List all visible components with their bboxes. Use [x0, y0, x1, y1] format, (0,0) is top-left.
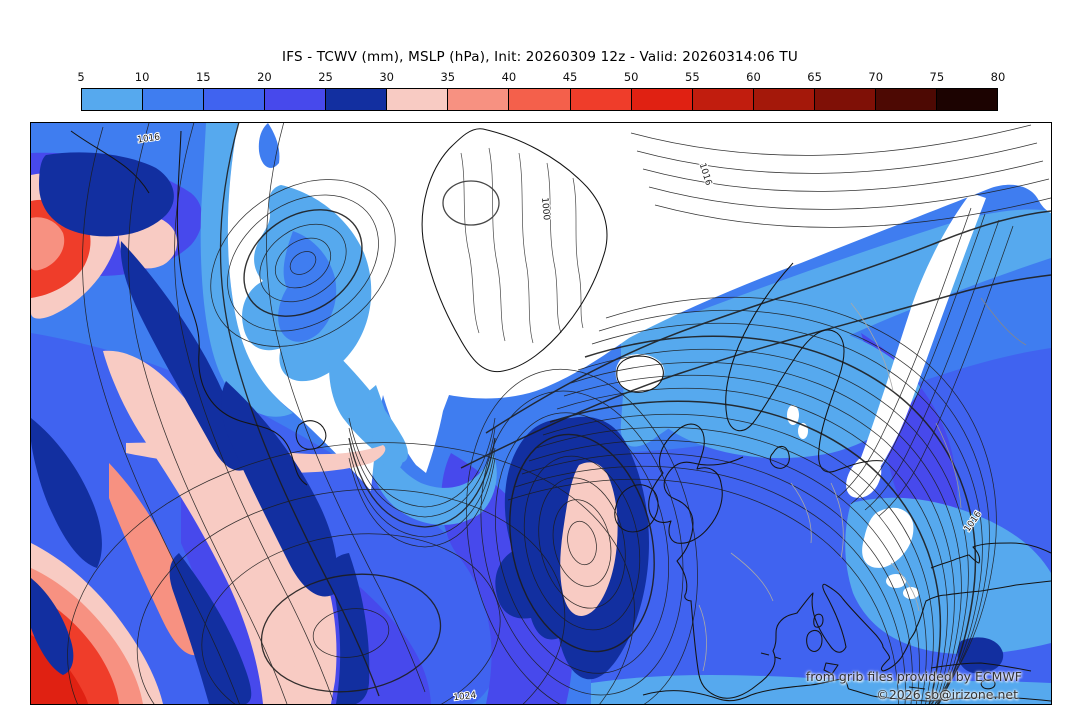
left-salmon-core [31, 217, 65, 271]
colorbar-segment [387, 89, 449, 110]
colorbar-tick: 30 [379, 70, 394, 84]
scandinavia-coast [725, 262, 884, 473]
sardinia [806, 630, 823, 652]
colorbar-segment [753, 89, 815, 110]
colorbar [81, 88, 998, 111]
navy-strand-southwest [169, 553, 252, 704]
colorbar-tick: 35 [440, 70, 456, 84]
colorbar-tick: 25 [318, 70, 333, 84]
boundary-thick-isobar-2 [460, 274, 1051, 469]
colorbar-tick: 10 [134, 70, 150, 84]
colorbar-segment [448, 89, 510, 110]
colorbar-tick: 20 [257, 70, 272, 84]
navy-filament-a [120, 241, 249, 471]
colorbar-tick: 60 [746, 70, 761, 84]
colorbar-segment [143, 89, 205, 110]
sicily [823, 662, 839, 675]
colorbar-segment [936, 89, 997, 110]
se-white-wedge [856, 193, 986, 487]
map-area: 1016 1000 1016 1016 1024 [30, 122, 1052, 705]
attribution-copyright: ©2026 sb@irizone.net [876, 687, 1018, 702]
colorbar-tick: 75 [929, 70, 945, 84]
isobar-label: 1016 [137, 132, 161, 145]
azores-high-rings [67, 442, 635, 704]
europe-mainland-coast [663, 456, 1051, 699]
blacksea-north-coast [930, 542, 1051, 569]
colorbar-tick: 40 [501, 70, 517, 84]
colorbar-segment [814, 89, 876, 110]
mslp-contour-layer [67, 123, 1051, 704]
turkey-south-coast [930, 662, 1032, 672]
isobar-label: 1024 [453, 691, 477, 703]
balearics [760, 652, 782, 660]
navy-topleft-blob [39, 152, 174, 237]
africa-coast-light [591, 675, 1051, 704]
colorbar-segment [875, 89, 937, 110]
greenland-terrain-isobars [442, 147, 584, 344]
crete [908, 686, 926, 690]
navy-west-strand-2 [31, 578, 74, 675]
colorbar-segment [82, 89, 144, 110]
se-white-patch-4 [903, 587, 919, 599]
colorbar-tick: 70 [868, 70, 884, 84]
iberia-low-rings [466, 368, 698, 704]
labrador-low-rings [210, 179, 396, 347]
colorbar-segment [265, 89, 327, 110]
africa-coast [642, 678, 1051, 702]
arctic-white-region [227, 123, 1051, 491]
colorbar-tick: 55 [685, 70, 700, 84]
tongue-fringe-light [361, 393, 497, 525]
iceland-coast [616, 355, 664, 393]
colorbar-tick: 15 [195, 70, 211, 84]
country-border-layer [698, 297, 1027, 672]
colorbar-tick: 50 [623, 70, 639, 84]
pink-band-2 [233, 453, 337, 704]
colorbar-segment [509, 89, 571, 110]
britain-coast [648, 423, 723, 544]
colorbar-segment [570, 89, 632, 110]
newfoundland [295, 420, 327, 450]
colorbar-segment [204, 89, 266, 110]
colorbar-segment [692, 89, 754, 110]
navy-west-strand-1 [31, 418, 102, 568]
greenland-coast [421, 128, 608, 373]
colorbar-tick: 5 [77, 70, 85, 84]
colorbar-tick: 45 [562, 70, 578, 84]
se-white-patch-3 [886, 574, 906, 588]
navy-snake-south [330, 553, 370, 704]
norway-white-2 [798, 423, 808, 439]
colorbar-segment [631, 89, 693, 110]
colorbar-segment [326, 89, 388, 110]
corsica [813, 613, 824, 628]
colorbar-tick-labels: 5 10 15 20 25 30 35 40 45 50 55 60 65 70 75 80 [77, 70, 1005, 86]
isobar-label: 1000 [539, 197, 551, 221]
denmark-coast [769, 445, 790, 469]
baltic-light-patch [757, 386, 858, 450]
salmon-core-band [109, 463, 197, 656]
colorbar-tick: 80 [990, 70, 1006, 84]
labrador-comma-core [278, 231, 337, 342]
white-top-streak [258, 123, 280, 168]
colorbar-tick: 65 [807, 70, 822, 84]
canada-coast [176, 130, 308, 486]
coastline-layer [70, 128, 1051, 702]
attribution-source: from grib files provided by ECMWF [805, 669, 1022, 684]
ireland-coast [614, 484, 659, 533]
hudson-coast [70, 130, 150, 194]
chart-title: IFS - TCWV (mm), MSLP (hPa), Init: 20260… [282, 49, 798, 65]
boundary-thick-isobar [485, 210, 1051, 434]
cyprus [980, 679, 996, 690]
